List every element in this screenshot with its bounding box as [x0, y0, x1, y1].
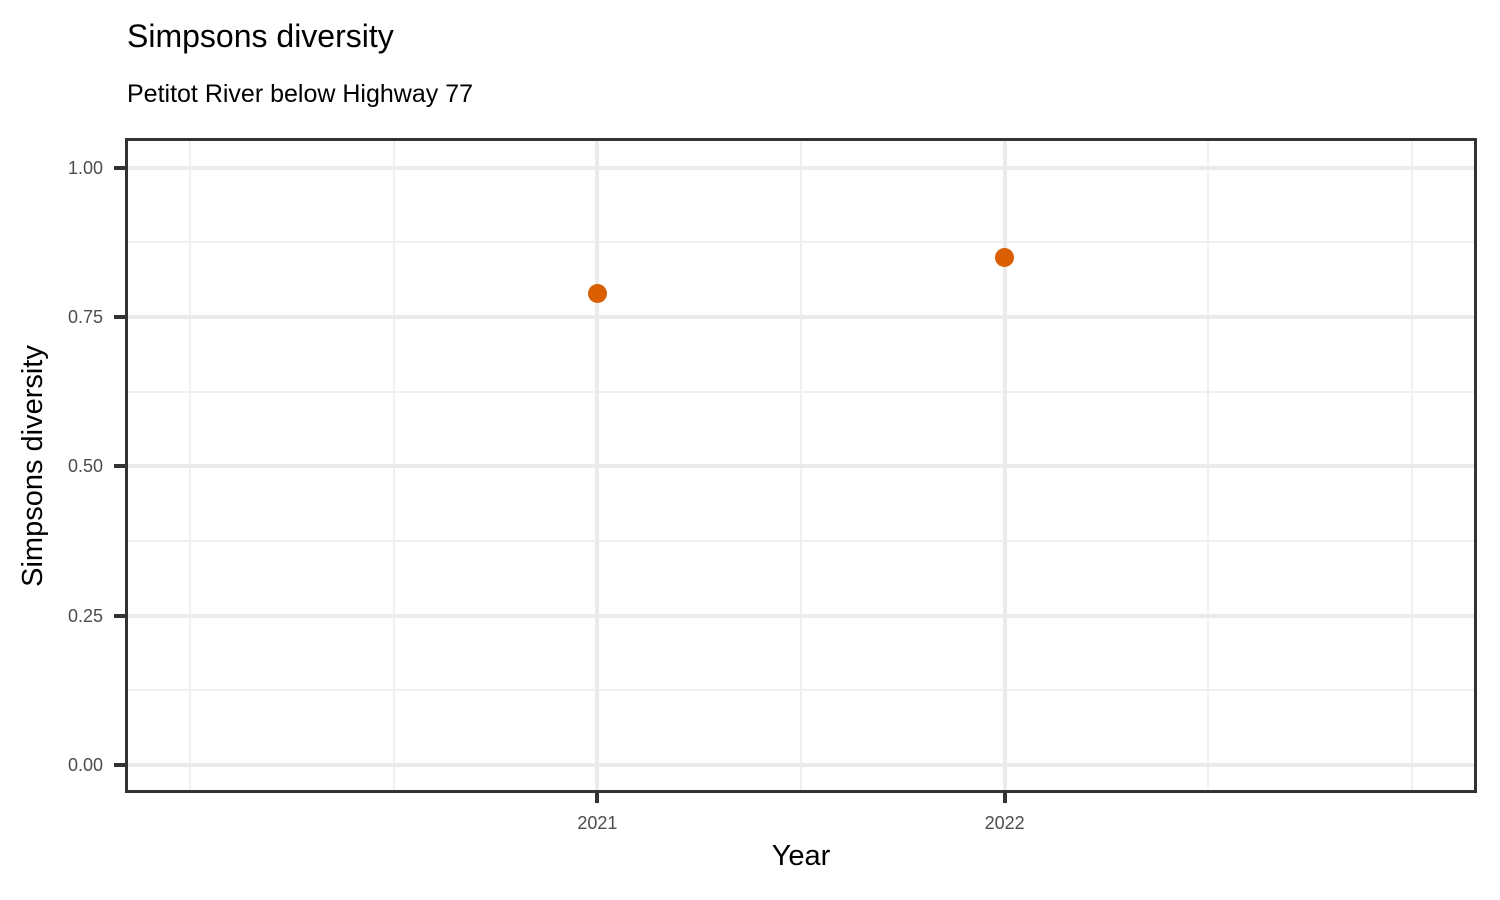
- x-tick: [1002, 793, 1007, 803]
- y-tick-label: 0.25: [67, 605, 103, 626]
- y-tick-label: 0.75: [67, 307, 103, 328]
- x-tick-label: 2021: [577, 813, 618, 833]
- y-tick: [114, 165, 125, 170]
- y-tick: [114, 315, 125, 320]
- y-tick: [114, 613, 125, 618]
- y-tick: [114, 464, 125, 469]
- y-tick-label: 1.00: [67, 157, 103, 178]
- y-gridline-minor: [125, 540, 1477, 543]
- y-tick-label: 0.00: [67, 754, 103, 775]
- data-point: [995, 247, 1015, 267]
- y-tick: [114, 762, 125, 767]
- chart-title: Simpsons diversity: [127, 18, 394, 54]
- y-tick-label: 0.50: [67, 456, 103, 477]
- y-gridline-major: [125, 613, 1477, 618]
- y-gridline-major: [125, 315, 1477, 320]
- chart-subtitle: Petitot River below Highway 77: [127, 80, 473, 108]
- y-gridline-minor: [125, 689, 1477, 692]
- x-axis-title: Year: [771, 840, 831, 872]
- y-gridline-major: [125, 165, 1477, 170]
- data-point: [587, 283, 607, 303]
- y-gridline-minor: [125, 390, 1477, 393]
- y-gridline-major: [125, 464, 1477, 469]
- plot-panel: [125, 138, 1477, 793]
- x-tick: [595, 793, 600, 803]
- y-gridline-minor: [125, 241, 1477, 244]
- x-tick-label: 2022: [984, 813, 1025, 833]
- y-gridline-major: [125, 762, 1477, 767]
